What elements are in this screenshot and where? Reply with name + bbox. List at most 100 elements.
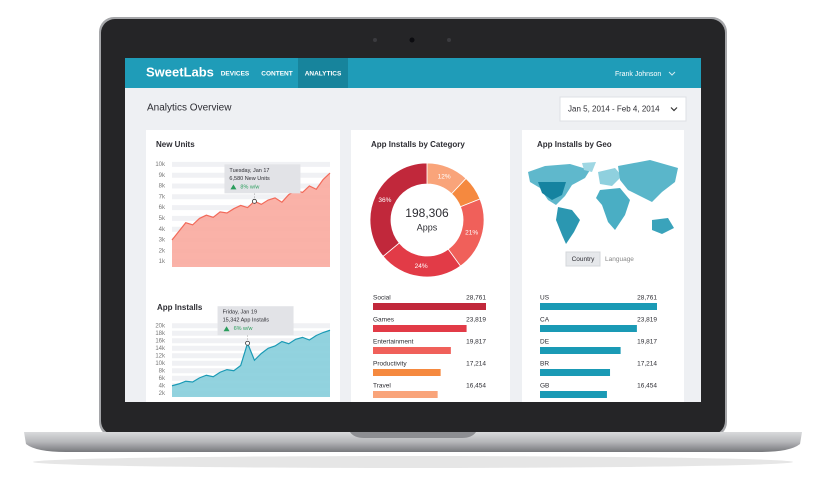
y-tick-label: 8k (159, 184, 166, 190)
active-tab (298, 58, 348, 88)
highlight-point (245, 340, 250, 346)
donut-slice (369, 162, 428, 257)
bar (540, 325, 637, 332)
bar-value: 23,819 (466, 317, 486, 324)
bar (373, 325, 467, 332)
y-tick-label: 2k (159, 391, 166, 397)
line (171, 172, 331, 241)
bar-value: 28,761 (637, 295, 657, 302)
laptop-base (24, 432, 802, 452)
slice-label: 24% (415, 263, 428, 270)
y-tick-label: 12k (155, 353, 166, 359)
bar-value: 19,817 (637, 339, 657, 346)
bar-label: Social (373, 295, 391, 302)
date-range[interactable]: Jan 5, 2014 - Feb 4, 2014 (568, 105, 660, 114)
bar-label: Entertainment (373, 339, 414, 346)
bar (373, 391, 438, 398)
y-tick-label: 18k (155, 331, 166, 337)
page-title: Analytics Overview (147, 103, 232, 114)
card-title: App Installs by Category (371, 140, 465, 149)
donut-unit: Apps (417, 222, 438, 232)
card-title: App Installs by Geo (537, 140, 612, 149)
world-map (528, 160, 678, 244)
tooltip (217, 306, 294, 336)
tab[interactable]: Country (572, 256, 596, 263)
bar-label: Travel (373, 383, 391, 390)
y-tick-label: 16k (155, 338, 166, 344)
bar (540, 391, 607, 398)
bar (540, 303, 657, 310)
y-tick-label: 8k (159, 368, 166, 374)
bar-label: DE (540, 339, 550, 346)
y-tick-label: 14k (155, 346, 166, 352)
bar-label: BR (540, 361, 549, 368)
y-tick-label: 4k (159, 383, 166, 389)
area-fill (172, 173, 330, 267)
y-tick-label: 6k (159, 205, 166, 211)
bar-label: GB (540, 383, 549, 390)
bar-value: 23,819 (637, 317, 657, 324)
bar-label: CA (540, 317, 550, 324)
tooltip-change: 8% w/w (240, 184, 259, 190)
chevron (670, 107, 678, 112)
y-tick-label: 2k (159, 248, 166, 254)
slice-label: 36% (378, 197, 391, 204)
tab[interactable]: Language (605, 256, 634, 263)
sensor (447, 38, 451, 42)
up-arrow (230, 184, 237, 190)
nav-item[interactable]: CONTENT (261, 71, 292, 78)
bar-value: 16,454 (466, 383, 486, 390)
tooltip (224, 164, 301, 194)
y-tick-label: 6k (159, 376, 166, 382)
bar (540, 369, 611, 376)
shadow (33, 456, 793, 468)
user-menu[interactable]: Frank Johnson (615, 71, 661, 78)
tooltip-value: 15,342 App Installs (223, 318, 270, 324)
card-title: App Installs (157, 303, 203, 312)
donut-total: 198,306 (405, 206, 449, 220)
y-tick-label: 1k (159, 259, 166, 265)
y-tick-label: 3k (159, 238, 166, 244)
bar-value: 28,761 (466, 295, 486, 302)
notch (350, 432, 476, 438)
camera (409, 37, 415, 43)
bar-value: 19,817 (466, 339, 486, 346)
bar-label: Productivity (373, 361, 407, 368)
y-tick-label: 10k (155, 162, 166, 168)
sensor (373, 38, 377, 42)
highlight-point (252, 198, 257, 204)
tooltip-date: Friday, Jan 19 (223, 310, 257, 316)
y-tick-label: 4k (159, 227, 166, 233)
bar (373, 347, 451, 354)
bar (373, 369, 441, 376)
tab-active[interactable] (565, 251, 601, 267)
top-bar (125, 58, 701, 88)
up-arrow (223, 326, 230, 332)
y-tick-label: 7k (159, 194, 166, 200)
line (171, 329, 331, 387)
area-fill (172, 330, 330, 397)
bar-label: US (540, 295, 550, 302)
bar-label: Games (373, 317, 395, 324)
y-tick-label: 10k (155, 361, 166, 367)
bar-value: 17,214 (637, 361, 657, 368)
chevron (668, 71, 676, 76)
y-tick-label: 9k (159, 173, 166, 179)
bar-value: 17,214 (466, 361, 486, 368)
bar (540, 347, 621, 354)
y-tick-label: 20k (155, 323, 166, 329)
brand[interactable]: SweetLabs (146, 64, 214, 79)
nav-item[interactable]: ANALYTICS (305, 71, 342, 78)
bar (373, 303, 486, 310)
card-title: New Units (156, 140, 195, 149)
bar-value: 16,454 (637, 383, 657, 390)
date-picker[interactable] (559, 96, 687, 122)
tooltip-change: 6% w/w (234, 326, 253, 332)
nav-item[interactable]: DEVICES (221, 71, 250, 78)
tooltip-date: Tuesday, Jan 17 (229, 168, 269, 174)
tooltip-value: 6,580 New Units (229, 176, 270, 182)
y-tick-label: 5k (159, 216, 166, 222)
screen: SweetLabs DEVICES CONTENT ANALYTICS Fran… (125, 58, 701, 402)
slice-label: 12% (438, 173, 451, 180)
